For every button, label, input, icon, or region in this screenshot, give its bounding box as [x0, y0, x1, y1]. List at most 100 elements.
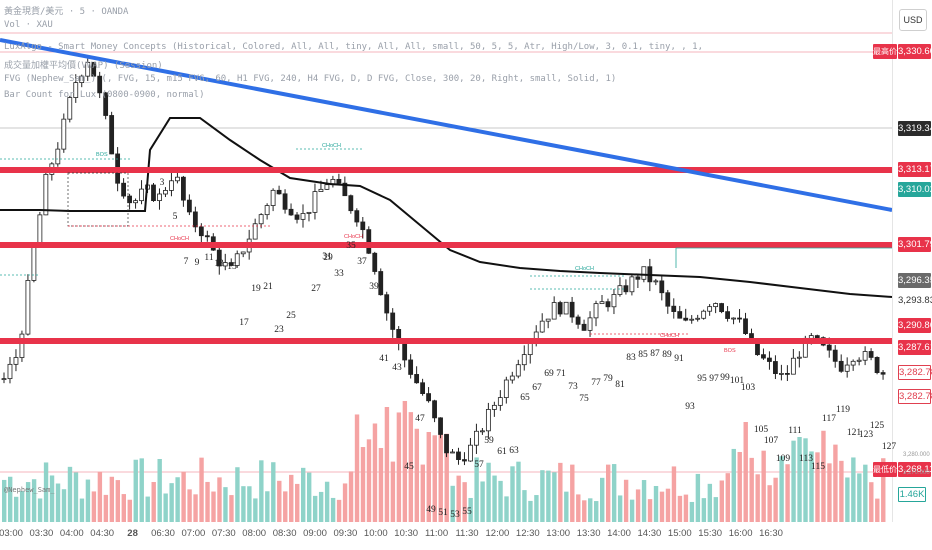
candle-body — [713, 303, 719, 308]
indicator-smc-legend[interactable]: LuxAlgo - Smart Money Concepts (Historic… — [4, 42, 703, 52]
bar-count-label: 17 — [239, 318, 249, 328]
volume-bar — [623, 479, 629, 522]
volume-bar — [19, 491, 25, 522]
level-line-3 — [0, 338, 892, 344]
bar-count-label: 27 — [311, 284, 321, 294]
candle-body — [288, 208, 294, 216]
symbol-title[interactable]: 黃金現貨/美元 · 5 · OANDA — [4, 7, 129, 17]
candle-body — [270, 189, 276, 206]
volume-bar — [629, 499, 635, 522]
last-gray-tag: 3,319.345 — [898, 121, 932, 136]
candle-body — [653, 280, 659, 283]
volume-bar — [605, 464, 611, 522]
candle-body — [192, 211, 198, 228]
volume-bar — [187, 489, 192, 522]
candle-body — [545, 318, 551, 322]
volume-bar — [253, 498, 258, 522]
candle-body — [814, 335, 820, 339]
low-tag: 3,268.110 — [898, 462, 932, 477]
candle-body — [450, 451, 455, 454]
bar-count-label: 77 — [591, 378, 601, 388]
bar-count-label: 75 — [579, 394, 589, 404]
candle-body — [121, 182, 126, 197]
volume-bar — [749, 457, 754, 522]
indicator-vwap-legend[interactable]: 成交量加權平均價(VWAP) (Session) — [4, 61, 163, 71]
candle-body — [85, 61, 91, 77]
candle-body — [462, 459, 467, 462]
volume-bar — [444, 433, 449, 522]
smc-tag-4: CHoCH — [344, 234, 363, 240]
volume-bar — [43, 462, 49, 522]
price-axis[interactable] — [892, 0, 932, 522]
volume-bar — [653, 485, 659, 522]
smc-tag-1: BOS — [96, 152, 108, 158]
candle-body — [659, 280, 665, 294]
bar-count-label: 19 — [251, 284, 261, 294]
time-tick-label: 07:30 — [211, 528, 236, 539]
indicator-fvg-legend[interactable]: FVG (Nephew_Sam_) (, FVG, 15, m15 FVG, 6… — [4, 74, 617, 84]
volume-bar — [731, 448, 736, 522]
candle-body — [605, 301, 611, 308]
volume-bar — [725, 473, 730, 522]
volume-bar — [169, 483, 174, 522]
bar-count-label: 47 — [415, 414, 425, 424]
time-tick-label: 10:00 — [363, 528, 388, 539]
smc-tag-3: CHoCH — [322, 143, 341, 149]
bar-count-label: 21 — [263, 282, 273, 292]
volume-bar — [306, 472, 312, 522]
candle-body — [832, 349, 838, 362]
candle-body — [198, 226, 204, 237]
candle-body — [862, 351, 868, 361]
candle-body — [25, 280, 31, 335]
volume-bar — [815, 452, 820, 522]
candle-body — [127, 195, 132, 204]
candle-body — [569, 301, 575, 318]
candle-body — [629, 276, 635, 293]
volume-bar — [372, 423, 378, 522]
bar-count-label: 29 — [323, 253, 333, 263]
currency-selector[interactable]: USD — [899, 9, 927, 31]
smc-tag-2: CHoCH — [170, 236, 189, 242]
time-tick-label: 13:00 — [546, 528, 571, 539]
volume-bar — [115, 480, 121, 522]
volume-bar — [671, 466, 677, 522]
candle-body — [157, 193, 162, 202]
volume-bar — [79, 498, 85, 522]
candle-body — [856, 359, 862, 362]
indicator-barcount-legend[interactable]: Bar Count for Lux (0800-0900, normal) — [4, 90, 205, 100]
volume-bar — [7, 476, 13, 522]
volume-bar — [199, 457, 204, 522]
candle-body — [402, 342, 408, 361]
axis-small-label: 3,270.000 — [903, 470, 930, 476]
bar-count-label: 67 — [532, 383, 542, 393]
volume-bar — [402, 400, 408, 522]
volume-bar — [785, 464, 790, 522]
candle-body — [390, 312, 396, 330]
candle-body — [348, 195, 354, 212]
volume-bar — [127, 499, 132, 522]
current-tag: 3,282.785 — [898, 365, 932, 380]
candle-body — [282, 193, 288, 210]
candle-body — [474, 430, 479, 446]
smc-tag-6: CHoCH — [660, 333, 679, 339]
candle-body — [611, 294, 617, 308]
candle-body — [372, 252, 378, 272]
volume-legend[interactable]: Vol · XAU — [4, 20, 53, 30]
candle-body — [7, 363, 13, 380]
volume-bar — [713, 497, 719, 522]
volume-bar — [719, 480, 724, 522]
candle-body — [563, 301, 569, 315]
trendline — [0, 38, 893, 212]
volume-bar — [456, 475, 461, 522]
bar-count-label: 103 — [740, 383, 756, 393]
time-tick-label: 11:00 — [425, 528, 449, 539]
time-tick-label: 09:30 — [333, 528, 358, 539]
candle-body — [378, 271, 384, 296]
volume-bar — [438, 434, 443, 522]
volume-bar — [151, 482, 156, 522]
bar-count-label: 107 — [763, 436, 779, 446]
volume-bar — [791, 440, 796, 522]
volume-bar — [408, 412, 414, 522]
candle-body — [515, 364, 521, 377]
